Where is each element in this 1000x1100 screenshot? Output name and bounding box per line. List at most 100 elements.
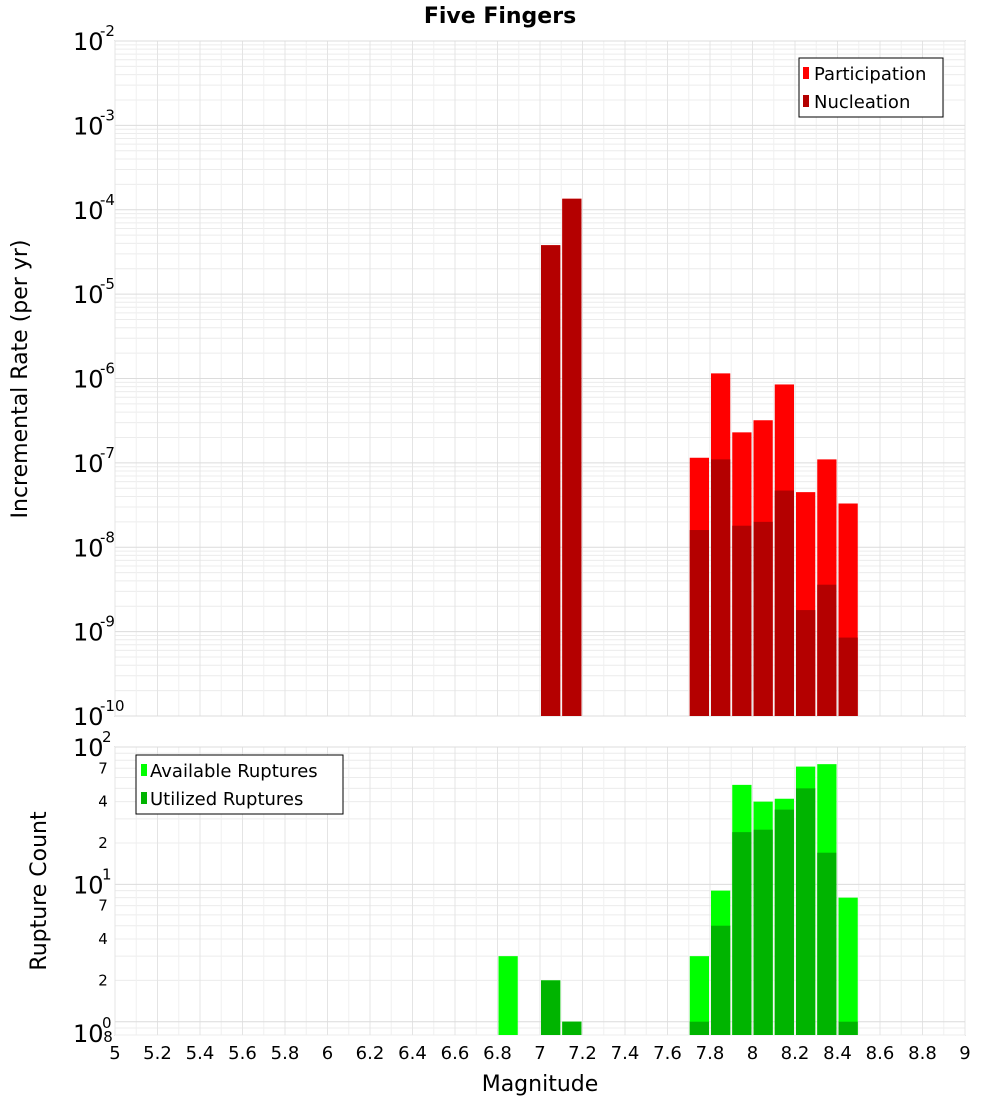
rate-y-tick-label: 10 bbox=[73, 197, 104, 225]
x-axis-label: Magnitude bbox=[482, 1072, 599, 1097]
legend-swatch-utilized-ruptures bbox=[141, 792, 147, 804]
legend-swatch-available-ruptures bbox=[141, 764, 147, 776]
rate-y-tick-label: -10 bbox=[100, 697, 125, 715]
x-tick-label: 8.6 bbox=[866, 1043, 895, 1064]
nucleation-bar bbox=[541, 245, 561, 717]
rate-y-tick-label: -3 bbox=[100, 106, 115, 124]
nucleation-bar bbox=[753, 521, 773, 716]
count-y-tick-label: 4 bbox=[98, 793, 108, 811]
count-y-tick-label: 1 bbox=[102, 865, 112, 883]
count-legend-box bbox=[135, 754, 344, 815]
x-tick-label: 8 bbox=[747, 1043, 758, 1064]
count-y-tick-label: 7 bbox=[98, 759, 108, 777]
x-tick-label: 6.6 bbox=[441, 1043, 470, 1064]
rate-legend-box bbox=[798, 57, 944, 118]
utilized-ruptures-bar bbox=[774, 809, 794, 1035]
x-tick-label: 6 bbox=[322, 1043, 333, 1064]
utilized-ruptures-bar bbox=[753, 829, 773, 1035]
nucleation-bar bbox=[817, 584, 837, 716]
x-tick-labels: 5 5.2 5.4 5.6 5.8 6 6.2 6.4 6.6 6.8 7 7.2 7.4 7.6 7.8 8… bbox=[109, 1043, 970, 1064]
count-y-tick-label: 2 bbox=[98, 971, 108, 989]
utilized-ruptures-bar bbox=[689, 1021, 709, 1035]
count-y-axis-label: Rupture Count bbox=[27, 811, 52, 971]
count-y-tick-label: 10 bbox=[73, 871, 104, 899]
legend-label-available-ruptures: Available Ruptures bbox=[150, 761, 318, 782]
rate-y-tick-label: 10 bbox=[73, 534, 104, 562]
rate-legend: Participation Nucleation bbox=[798, 57, 944, 118]
nucleation-bar bbox=[796, 610, 816, 716]
x-tick-label: 8.8 bbox=[908, 1043, 937, 1064]
x-tick-label: 8.2 bbox=[781, 1043, 810, 1064]
x-tick-label: 9 bbox=[959, 1043, 970, 1064]
count-y-tick-label: 4 bbox=[98, 930, 108, 948]
x-tick-label: 7.8 bbox=[696, 1043, 725, 1064]
available-ruptures-bar bbox=[498, 956, 518, 1035]
nucleation-bar bbox=[689, 530, 709, 716]
nucleation-bar bbox=[838, 637, 858, 716]
x-tick-label: 7.6 bbox=[653, 1043, 682, 1064]
nucleation-bar bbox=[774, 490, 794, 716]
count-y-tick-label: 10 bbox=[73, 734, 104, 762]
legend-swatch-nucleation bbox=[803, 95, 809, 107]
count-y-tick-label: 8 bbox=[103, 1028, 113, 1046]
nucleation-bar bbox=[732, 525, 752, 716]
x-tick-label: 6.2 bbox=[356, 1043, 385, 1064]
rate-y-tick-label: 10 bbox=[73, 112, 104, 140]
legend-swatch-participation bbox=[803, 67, 809, 79]
count-legend: Available Ruptures Utilized Ruptures bbox=[135, 754, 344, 815]
x-tick-label: 8.4 bbox=[823, 1043, 852, 1064]
x-tick-label: 5.4 bbox=[186, 1043, 215, 1064]
x-tick-label: 7 bbox=[534, 1043, 545, 1064]
rate-y-tick-label: -7 bbox=[100, 444, 115, 462]
rate-y-tick-label: 10 bbox=[73, 366, 104, 394]
legend-label-participation: Participation bbox=[814, 64, 926, 85]
count-y-tick-label: 2 bbox=[102, 728, 112, 746]
count-bars bbox=[498, 764, 858, 1035]
rate-y-axis-label: Incremental Rate (per yr) bbox=[8, 240, 33, 519]
x-tick-label: 6.8 bbox=[483, 1043, 512, 1064]
available-ruptures-bar bbox=[838, 897, 858, 1035]
rate-y-tick-label: -2 bbox=[100, 22, 115, 40]
x-tick-label: 5 bbox=[109, 1043, 120, 1064]
legend-label-utilized-ruptures: Utilized Ruptures bbox=[150, 789, 303, 810]
utilized-ruptures-bar bbox=[838, 1021, 858, 1035]
x-tick-label: 7.2 bbox=[568, 1043, 597, 1064]
rate-y-tick-label: 10 bbox=[73, 28, 104, 56]
x-tick-label: 5.8 bbox=[271, 1043, 300, 1064]
x-tick-label: 6.4 bbox=[398, 1043, 427, 1064]
rate-grid bbox=[114, 40, 966, 717]
rate-y-tick-label: -9 bbox=[100, 613, 115, 631]
x-tick-label: 5.2 bbox=[143, 1043, 172, 1064]
rate-bars bbox=[541, 198, 858, 717]
utilized-ruptures-bar bbox=[817, 852, 837, 1035]
nucleation-bar bbox=[711, 459, 731, 716]
utilized-ruptures-bar bbox=[562, 1021, 582, 1035]
rate-y-tick-label: 10 bbox=[73, 703, 104, 731]
chart-title: Five Fingers bbox=[424, 4, 576, 29]
nucleation-bar bbox=[562, 198, 582, 717]
rate-y-tick-label: 10 bbox=[73, 281, 104, 309]
legend-label-nucleation: Nucleation bbox=[814, 92, 910, 113]
count-y-tick-label: 0 bbox=[102, 1014, 112, 1032]
available-ruptures-bar bbox=[689, 956, 709, 1035]
rate-y-tick-label: -5 bbox=[100, 275, 115, 293]
rate-y-tick-label: 10 bbox=[73, 450, 104, 478]
x-tick-label: 7.4 bbox=[611, 1043, 640, 1064]
count-y-tick-label: 10 bbox=[73, 1020, 104, 1048]
utilized-ruptures-bar bbox=[732, 832, 752, 1035]
x-tick-label: 5.6 bbox=[228, 1043, 257, 1064]
utilized-ruptures-bar bbox=[796, 788, 816, 1035]
rate-y-tick-label: 10 bbox=[73, 619, 104, 647]
count-y-tick-label: 2 bbox=[98, 834, 108, 852]
rate-y-tick-label: -6 bbox=[100, 360, 115, 378]
utilized-ruptures-bar bbox=[541, 980, 561, 1035]
rate-y-tick-label: -8 bbox=[100, 528, 115, 546]
count-y-tick-label: 7 bbox=[98, 897, 108, 915]
utilized-ruptures-bar bbox=[711, 925, 731, 1035]
rate-y-tick-label: -4 bbox=[100, 191, 115, 209]
